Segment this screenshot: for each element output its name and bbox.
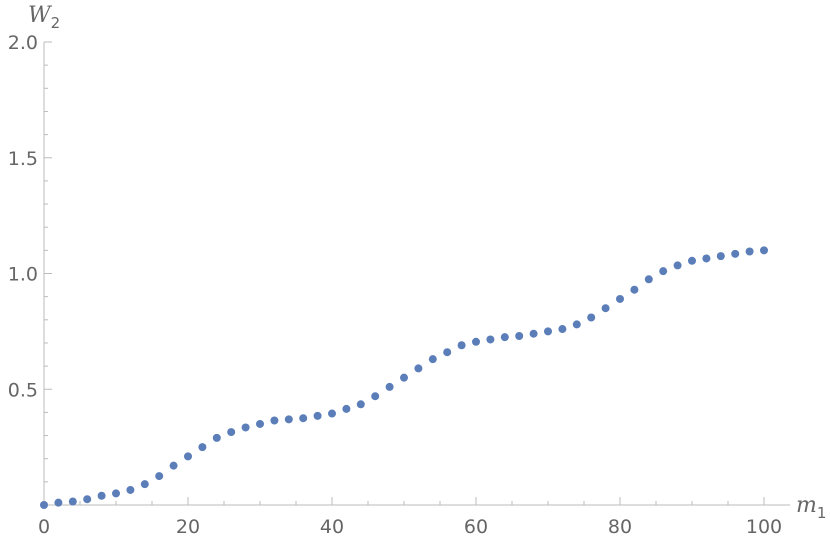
data-point <box>616 294 624 303</box>
data-point <box>284 415 293 424</box>
data-point <box>428 355 437 364</box>
data-point <box>328 409 336 418</box>
x-tick-label: 100 <box>746 516 782 538</box>
data-point <box>601 304 610 313</box>
data-point <box>112 489 120 498</box>
data-point <box>184 452 192 461</box>
data-point <box>126 485 135 494</box>
data-point <box>155 472 164 481</box>
data-points <box>40 246 768 509</box>
x-tick-label: 40 <box>320 516 344 538</box>
data-point <box>515 332 524 341</box>
data-point <box>745 247 754 256</box>
data-point <box>270 416 279 425</box>
x-axis-title-subscript: 1 <box>817 504 827 522</box>
data-point <box>140 480 149 489</box>
y-tick-label: 0.5 <box>8 379 38 401</box>
x-tick-label: 80 <box>608 516 632 538</box>
data-point <box>443 348 452 357</box>
data-point <box>212 433 221 442</box>
y-axis-title-subscript: 2 <box>51 14 61 32</box>
data-point <box>630 285 639 294</box>
data-point <box>241 423 250 432</box>
data-point <box>688 256 696 265</box>
data-point <box>83 495 92 504</box>
data-point <box>356 400 365 409</box>
y-tick-label: 1.5 <box>8 148 38 170</box>
x-axis-ticks: 0 20 40 60 80 100 <box>38 497 782 538</box>
data-point <box>572 320 581 329</box>
data-point <box>414 364 423 373</box>
data-point <box>760 246 768 255</box>
data-point <box>500 333 509 342</box>
y-tick-label: 1.0 <box>8 264 38 286</box>
data-point <box>716 252 725 261</box>
data-point <box>385 382 394 391</box>
data-point <box>702 254 711 263</box>
data-point <box>371 392 380 401</box>
data-point <box>587 313 596 322</box>
data-point <box>529 329 538 338</box>
x-tick-label: 60 <box>464 516 488 538</box>
y-axis-ticks: 0.5 1.0 1.5 2.0 <box>8 32 52 483</box>
x-tick-label: 20 <box>176 516 200 538</box>
y-axis-title-main: W <box>28 3 53 28</box>
data-point <box>457 341 466 350</box>
data-point <box>673 261 682 270</box>
data-point <box>400 373 408 382</box>
x-tick-label: 0 <box>38 516 50 538</box>
data-point <box>54 498 63 507</box>
data-point <box>256 419 264 428</box>
data-point <box>558 325 567 334</box>
y-axis-title: W2 <box>28 3 60 32</box>
data-point <box>40 501 48 509</box>
data-point <box>227 428 236 437</box>
y-tick-label: 2.0 <box>8 32 38 54</box>
data-point <box>97 491 106 500</box>
x-axis-title: m1 <box>796 493 826 522</box>
data-point <box>544 327 552 336</box>
data-point <box>486 335 495 344</box>
data-point <box>68 497 77 506</box>
data-point <box>342 404 351 413</box>
data-point <box>644 275 653 284</box>
data-point <box>299 414 308 423</box>
data-point <box>731 249 740 258</box>
x-axis-title-main: m <box>796 493 817 518</box>
data-point <box>472 337 480 346</box>
data-point <box>659 267 668 276</box>
data-point <box>313 411 322 420</box>
data-point <box>169 461 178 470</box>
data-point <box>198 443 207 452</box>
